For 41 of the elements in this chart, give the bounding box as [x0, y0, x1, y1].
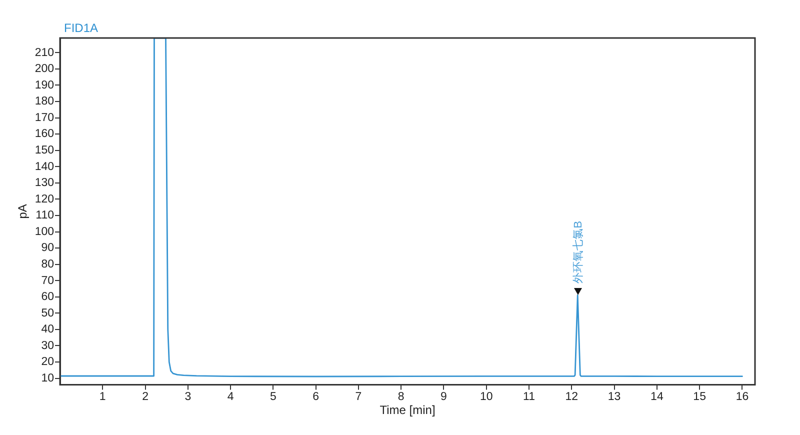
x-tick-label: 16 — [736, 390, 749, 403]
y-tick-label: 10 — [41, 372, 54, 384]
y-tick-label: 160 — [34, 128, 54, 140]
x-tick-label: 5 — [270, 390, 276, 403]
x-tick-label: 13 — [608, 390, 621, 403]
y-tick-label: 50 — [41, 307, 54, 320]
y-tick-label: 60 — [41, 291, 54, 304]
x-tick-label: 3 — [184, 390, 192, 403]
annotation: 外环氧七氯B — [572, 220, 585, 284]
x-tick-label: 4 — [227, 390, 234, 403]
y-tick-label: 70 — [41, 274, 54, 287]
y-tick-label: 40 — [41, 324, 54, 336]
x-tick-label: 7 — [355, 390, 362, 403]
y-tick-label: 180 — [34, 96, 54, 108]
y-tick-label: 200 — [34, 63, 54, 76]
y-tick-label: 80 — [41, 258, 54, 270]
y-tick-label: 190 — [34, 79, 54, 92]
y-tick-label: 20 — [41, 356, 54, 368]
y-tick-label: 120 — [34, 193, 54, 206]
y-tick-label: 140 — [34, 160, 54, 173]
y-tick-label: 150 — [34, 144, 54, 157]
y-tick-label: 30 — [41, 340, 54, 352]
y-tick-label: 110 — [36, 210, 54, 222]
x-tick-label: 15 — [693, 390, 706, 403]
x-tick-label: 10 — [480, 390, 493, 403]
x-tick-label: 14 — [650, 390, 664, 403]
x-tick-label: 6 — [312, 390, 320, 403]
y-axis-title: pA — [16, 204, 30, 219]
y-tick-label: 100 — [34, 226, 54, 238]
x-tick-label: 9 — [440, 390, 447, 403]
x-axis-title: Time [min] — [380, 403, 436, 418]
x-tick-label: 12 — [565, 390, 578, 403]
y-tick-label: 170 — [34, 112, 54, 124]
x-tick-label: 11 — [523, 390, 535, 403]
y-tick-label: 210 — [34, 46, 54, 59]
x-tick-label: 1 — [99, 390, 106, 403]
y-tick-label: 130 — [34, 177, 54, 190]
y-tick-label: 90 — [41, 242, 54, 254]
x-tick-label: 2 — [142, 390, 148, 403]
x-tick-label: 8 — [398, 390, 404, 403]
chart-title: FID1A — [64, 21, 98, 35]
